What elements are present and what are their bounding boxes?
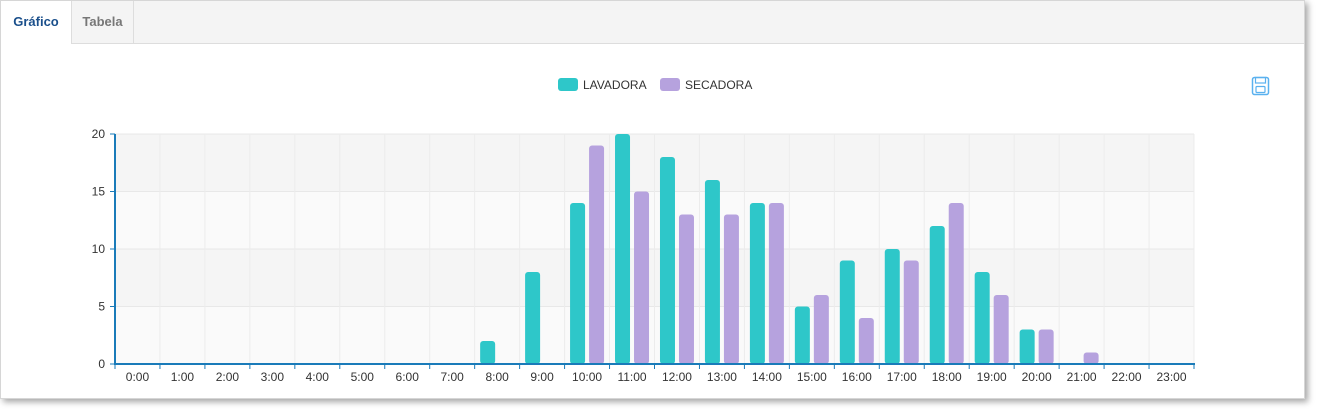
legend-label-secadora[interactable]: SECADORA [685,78,752,92]
bar-secadora-1600[interactable] [858,318,874,364]
x-tick-label: 15:00 [797,370,827,384]
bar-secadora-1800[interactable] [948,203,964,364]
x-tick-label: 8:00 [485,370,509,384]
bar-lavadora-900[interactable] [525,272,541,364]
y-tick-label: 20 [92,127,106,141]
bar-lavadora-1200[interactable] [659,157,675,364]
chart-panel: Gráfico Tabela 0 5 10 15 20 0:00 1:00 2:00 3:00 4… [0,0,1305,399]
bar-lavadora-1900[interactable] [974,272,990,364]
legend[interactable]: LAVADORA SECADORA [558,78,752,92]
x-tick-label: 10:00 [572,370,602,384]
x-tick-label: 7:00 [441,370,465,384]
x-tick-label: 2:00 [216,370,240,384]
legend-label-lavadora[interactable]: LAVADORA [583,78,647,92]
tab-bar: Gráfico Tabela [1,1,1304,44]
bar-lavadora-1500[interactable] [794,306,810,365]
bar-lavadora-1000[interactable] [570,203,586,364]
x-tick-label: 23:00 [1157,370,1187,384]
x-tick-label: 9:00 [530,370,554,384]
x-tick-label: 16:00 [842,370,872,384]
axes: 0 5 10 15 20 0:00 1:00 2:00 3:00 4:00 5:00 6:00 7:00… [92,127,1195,384]
bar-secadora-1700[interactable] [903,260,919,365]
x-tick-label: 22:00 [1112,370,1142,384]
x-tick-label: 19:00 [977,370,1007,384]
tab-grafico[interactable]: Gráfico [1,1,72,44]
x-tick-label: 0:00 [126,370,150,384]
bar-secadora-1400[interactable] [768,203,784,364]
bar-lavadora-1800[interactable] [929,226,945,364]
bar-lavadora-800[interactable] [480,341,496,364]
bar-secadora-1100[interactable] [634,191,650,365]
x-tick-label: 12:00 [662,370,692,384]
bar-secadora-1000[interactable] [589,145,605,365]
y-tick-label: 5 [98,300,105,314]
bar-lavadora-1300[interactable] [704,180,720,364]
x-tick-label: 13:00 [707,370,737,384]
bar-secadora-1300[interactable] [723,214,739,365]
bar-secadora-1500[interactable] [813,295,829,364]
x-tick-label: 21:00 [1067,370,1097,384]
y-tick-label: 10 [92,242,106,256]
x-tick-label: 5:00 [351,370,375,384]
legend-swatch-secadora [660,78,680,91]
x-tick-label: 1:00 [171,370,195,384]
x-tick-label: 4:00 [306,370,330,384]
bar-lavadora-1700[interactable] [884,249,900,364]
x-tick-label: 18:00 [932,370,962,384]
bar-secadora-1900[interactable] [993,295,1009,364]
x-tick-label: 11:00 [617,370,646,384]
y-tick-label: 15 [92,185,106,199]
bar-lavadora-1100[interactable] [615,134,631,364]
bar-lavadora-1400[interactable] [749,203,765,364]
x-tick-label: 17:00 [887,370,917,384]
bar-secadora-2000[interactable] [1038,329,1054,365]
save-icon[interactable] [1251,76,1270,96]
bars [480,134,1099,365]
bar-lavadora-1600[interactable] [839,260,855,365]
tab-tabela[interactable]: Tabela [72,1,134,43]
x-tick-label: 20:00 [1022,370,1052,384]
x-tick-label: 14:00 [752,370,782,384]
bar-lavadora-2000[interactable] [1019,329,1035,365]
legend-swatch-lavadora [558,78,578,91]
bar-chart: 0 5 10 15 20 0:00 1:00 2:00 3:00 4:00 5:00 6:00 7:00… [92,76,1270,384]
bar-secadora-2100[interactable] [1083,352,1099,365]
x-tick-label: 3:00 [261,370,285,384]
bar-secadora-1200[interactable] [678,214,694,365]
x-tick-label: 6:00 [396,370,420,384]
y-tick-label: 0 [98,357,105,371]
